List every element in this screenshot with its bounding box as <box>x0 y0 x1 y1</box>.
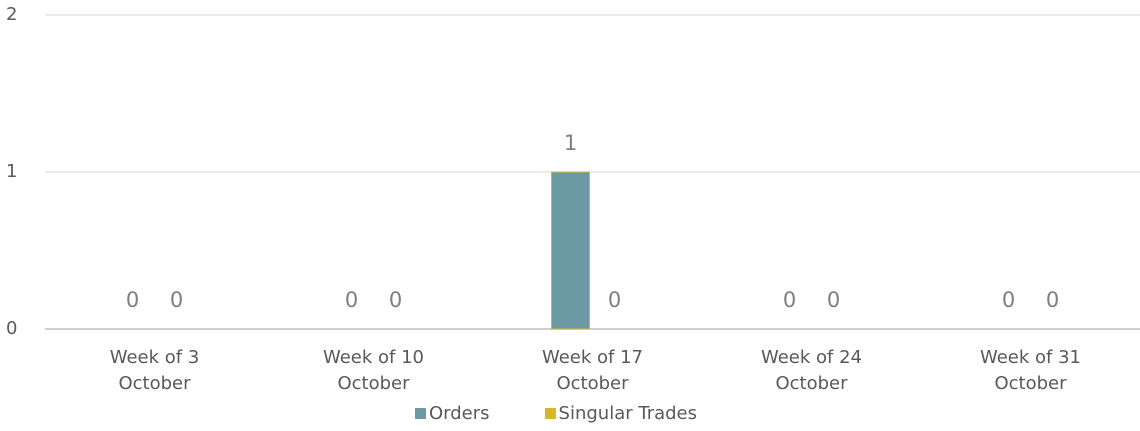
x-tick-label: Week of 31 October <box>979 347 1081 394</box>
x-tick-label: Week of 3 October <box>109 347 200 394</box>
legend: Orders Singular Trades <box>415 403 697 424</box>
legend-label: Singular Trades <box>558 403 698 424</box>
data-label: 0 <box>608 288 621 312</box>
y-tick-label: 1 <box>6 161 17 182</box>
legend-item: Singular Trades <box>544 403 698 424</box>
x-tick-label: Week of 24 October <box>760 347 862 394</box>
legend-swatch <box>544 408 556 419</box>
x-tick-label: Week of 17 October <box>541 347 643 394</box>
legend-item: Orders <box>415 403 490 424</box>
data-label: 1 <box>564 131 577 155</box>
data-label: 0 <box>1046 288 1059 312</box>
data-label: 0 <box>389 288 402 312</box>
x-tick-label: Week of 10 October <box>322 347 424 394</box>
legend-label: Orders <box>429 403 490 424</box>
data-label: 0 <box>1002 288 1015 312</box>
bar <box>551 171 590 330</box>
data-label: 0 <box>345 288 358 312</box>
y-tick-label: 0 <box>6 318 17 339</box>
data-label: 0 <box>170 288 183 312</box>
data-label: 0 <box>827 288 840 312</box>
data-label: 0 <box>783 288 796 312</box>
y-tick-label: 2 <box>6 4 17 25</box>
legend-swatch <box>415 408 426 419</box>
data-label: 0 <box>126 288 139 312</box>
